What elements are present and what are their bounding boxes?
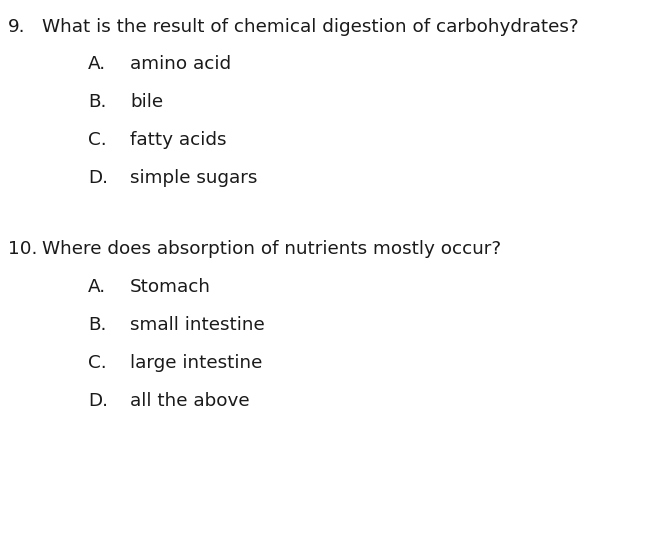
- Text: A.: A.: [88, 55, 106, 73]
- Text: all the above: all the above: [130, 392, 249, 410]
- Text: bile: bile: [130, 93, 163, 111]
- Text: A.: A.: [88, 278, 106, 296]
- Text: fatty acids: fatty acids: [130, 131, 226, 149]
- Text: C.: C.: [88, 131, 107, 149]
- Text: small intestine: small intestine: [130, 316, 265, 334]
- Text: B.: B.: [88, 316, 106, 334]
- Text: Stomach: Stomach: [130, 278, 211, 296]
- Text: B.: B.: [88, 93, 106, 111]
- Text: 9.: 9.: [8, 18, 26, 36]
- Text: C.: C.: [88, 354, 107, 372]
- Text: D.: D.: [88, 392, 108, 410]
- Text: amino acid: amino acid: [130, 55, 231, 73]
- Text: D.: D.: [88, 169, 108, 187]
- Text: 10.: 10.: [8, 240, 38, 258]
- Text: simple sugars: simple sugars: [130, 169, 257, 187]
- Text: What is the result of chemical digestion of carbohydrates?: What is the result of chemical digestion…: [42, 18, 579, 36]
- Text: Where does absorption of nutrients mostly occur?: Where does absorption of nutrients mostl…: [42, 240, 501, 258]
- Text: large intestine: large intestine: [130, 354, 263, 372]
